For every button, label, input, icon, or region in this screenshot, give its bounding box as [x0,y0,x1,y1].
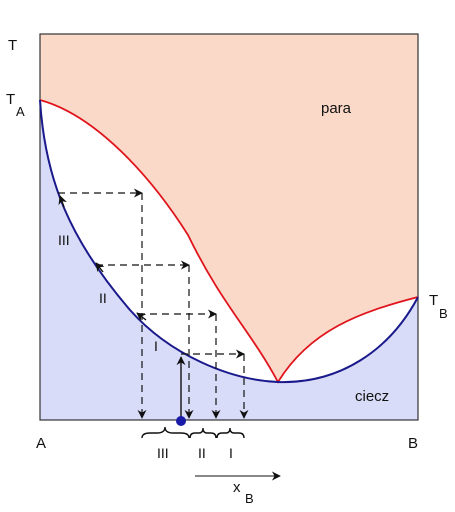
xb-label: x [233,479,241,496]
diagram-frame [39,33,419,421]
tie-lines [58,188,245,359]
y-axis-label: T [8,37,17,54]
brace-iii [141,426,190,439]
brace-ii [189,427,217,439]
curve-arrow-ii [95,262,105,273]
xb-subscript: B [245,491,254,506]
curve-arrow-i [136,312,147,322]
stage-label-ii-left: II [99,290,107,306]
x-right-label: B [408,435,418,452]
tb-label: T [429,292,438,309]
start-point [176,416,186,426]
vapor-region [40,34,418,382]
ta-subscript: A [16,104,25,119]
drop-lines [137,193,249,419]
stage-label-i-left: I [154,338,158,354]
bottom-braces [141,426,245,439]
brace-i [216,427,245,439]
vapor-label: para [321,100,352,117]
liquid-region [40,100,418,420]
stage-label-iii-left: III [58,232,70,248]
stage-label-i-bottom: I [229,445,233,461]
ta-label: T [6,91,15,108]
stage-label-iii-bottom: III [157,445,169,461]
stage-label-ii-bottom: II [198,445,206,461]
curve-arrow-iii [58,195,67,208]
vapor-curve [39,99,419,384]
tb-subscript: B [439,306,448,321]
liquid-label: ciecz [355,388,389,405]
x-left-label: A [36,435,46,452]
curve-arrows [58,195,147,322]
